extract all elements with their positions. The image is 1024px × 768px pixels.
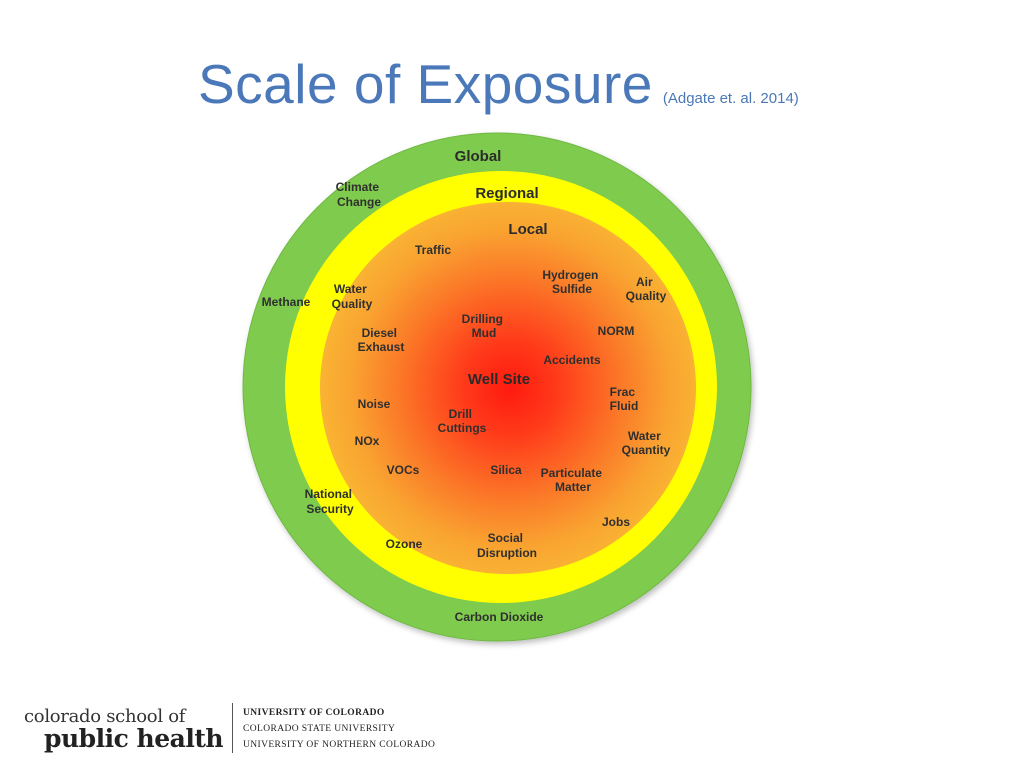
item-vocs: VOCs <box>387 463 420 477</box>
footer-divider <box>232 703 233 753</box>
item-air-quality: Air Quality <box>626 275 667 303</box>
item-carbon-dioxide: Carbon Dioxide <box>455 610 544 624</box>
well-site-core <box>324 202 696 574</box>
school-logo-line1: colorado school of <box>24 706 186 727</box>
university-colorado: UNIVERSITY OF COLORADO <box>243 708 385 718</box>
item-hydrogen-sulfide: Hydrogen Sulfide <box>542 268 601 296</box>
item-drill-cuttings: Drill Cuttings <box>438 407 487 435</box>
slide-citation: (Adgate et. al. 2014) <box>662 90 799 107</box>
well-site-label: Well Site <box>468 371 530 388</box>
regional-label: Regional <box>475 185 538 202</box>
global-label: Global <box>455 148 502 165</box>
slide-title-row: Scale of Exposure (Adgate et. al. 2014) <box>198 52 799 116</box>
item-drilling-mud: Drilling Mud <box>462 312 507 340</box>
item-diesel-exhaust: Diesel Exhaust <box>358 326 405 354</box>
item-methane: Methane <box>262 295 311 309</box>
school-logo-line2: public health <box>44 724 224 753</box>
university-northern-colorado: UNIVERSITY OF NORTHERN COLORADO <box>243 740 436 750</box>
item-noise: Noise <box>358 397 391 411</box>
item-frac-fluid: Frac Fluid <box>610 385 639 413</box>
item-climate-change: Climate Change <box>336 180 383 209</box>
item-social-disruption: Social Disruption <box>477 531 537 560</box>
item-ozone: Ozone <box>386 537 423 551</box>
item-water-quantity: Water Quantity <box>622 429 671 457</box>
item-national-security: National Security <box>305 487 356 516</box>
item-accidents: Accidents <box>543 353 601 367</box>
local-label: Local <box>508 221 547 238</box>
item-nox: NOx <box>355 434 380 448</box>
item-norm: NORM <box>598 324 635 338</box>
university-colorado-state: COLORADO STATE UNIVERSITY <box>243 724 396 734</box>
item-water-quality: Water Quality <box>332 282 373 311</box>
item-particulate-matter: Particulate Matter <box>541 466 606 494</box>
slide-title: Scale of Exposure <box>198 53 653 115</box>
item-jobs: Jobs <box>602 515 630 529</box>
item-silica: Silica <box>490 463 522 477</box>
item-traffic: Traffic <box>415 243 451 257</box>
